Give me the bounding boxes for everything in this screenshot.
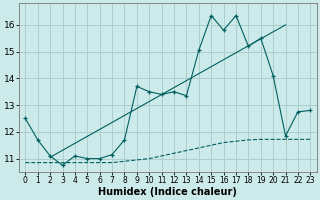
X-axis label: Humidex (Indice chaleur): Humidex (Indice chaleur) xyxy=(98,187,237,197)
